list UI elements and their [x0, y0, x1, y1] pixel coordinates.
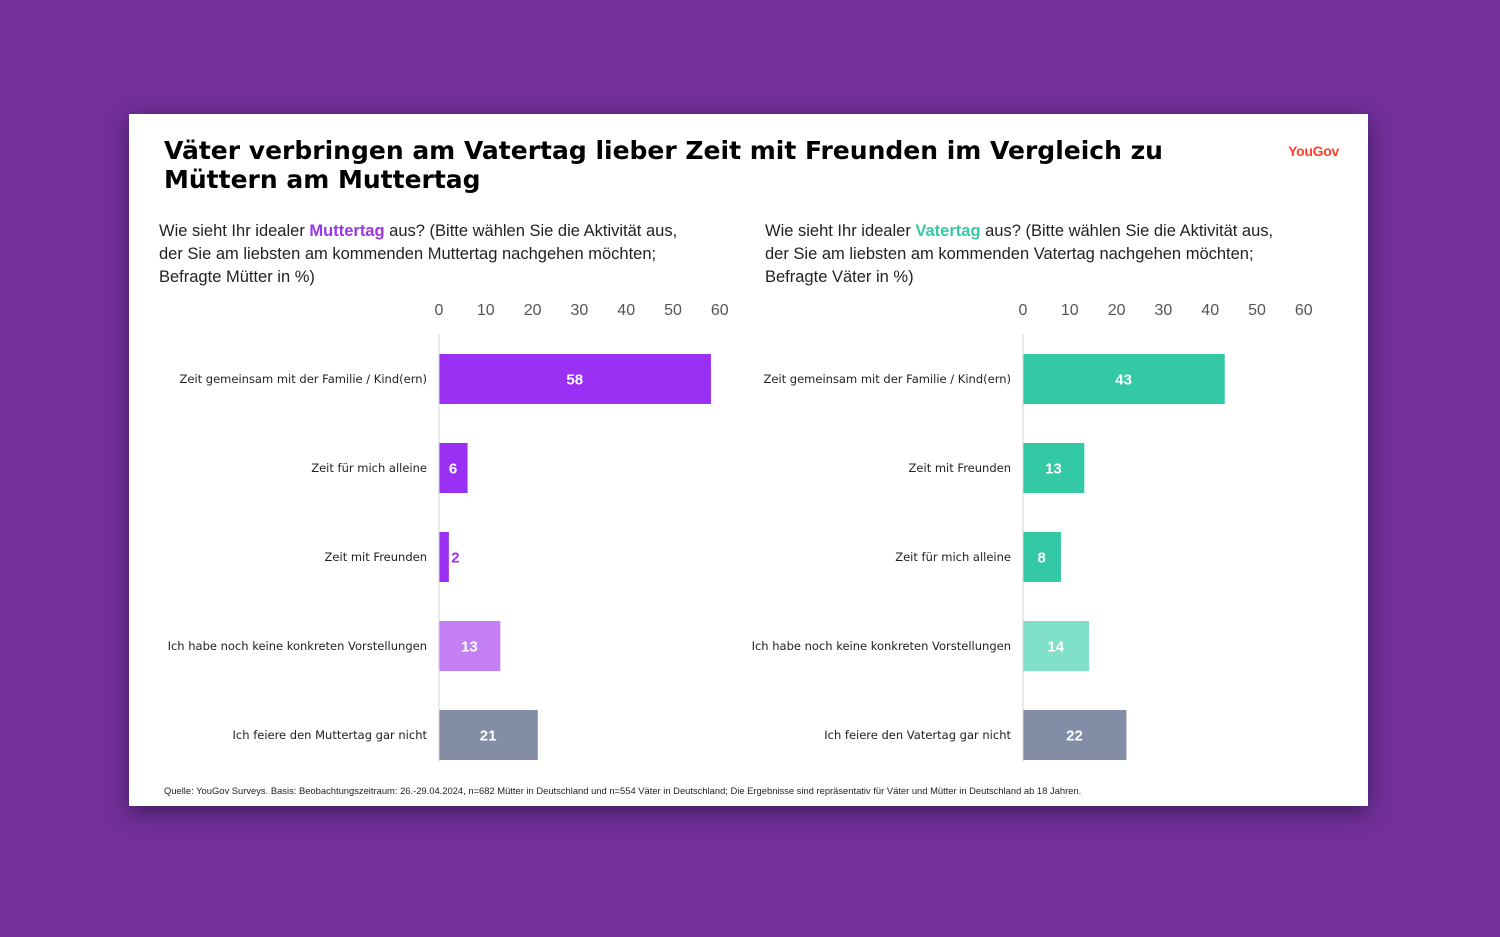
fathers-value-label: 8 — [1038, 550, 1046, 567]
mothers-question-prefix: Wie sieht Ihr idealer — [159, 222, 310, 240]
fathers-bar-chart: 0 10 20 30 40 50 60 Zeit gemeinsam mit der Fami… — [752, 302, 1313, 762]
source-note: Quelle: YouGov Surveys. Basis: Beobachtu… — [164, 785, 1082, 796]
fathers-category-label: Ich habe noch keine konkreten Vorstellun… — [752, 639, 1011, 653]
fathers-value-label: 43 — [1115, 372, 1132, 389]
fathers-x-tick-label: 50 — [1248, 302, 1266, 319]
fathers-x-tick-label: 10 — [1061, 302, 1079, 319]
fathers-value-label: 14 — [1047, 639, 1064, 656]
fathers-bar — [1023, 532, 1061, 582]
fathers-value-label: 13 — [1045, 461, 1062, 478]
mothers-x-tick-label: 0 — [435, 302, 444, 319]
mothers-bar — [439, 532, 449, 582]
mothers-question-suffix: aus? (Bitte wählen Sie die Aktivität aus… — [159, 222, 678, 286]
mothers-x-tick-label: 20 — [524, 302, 542, 319]
fathers-x-tick-label: 30 — [1155, 302, 1173, 319]
mothers-value-label: 6 — [449, 461, 457, 478]
mothers-x-tick-label: 50 — [664, 302, 682, 319]
mothers-x-tick-label: 10 — [477, 302, 495, 319]
mothers-x-tick-label: 60 — [711, 302, 729, 319]
fathers-bar — [1023, 354, 1225, 404]
mothers-bar — [439, 443, 468, 493]
mothers-category-label: Ich habe noch keine konkreten Vorstellun… — [168, 639, 427, 653]
mothers-x-tick-label: 30 — [571, 302, 589, 319]
fathers-category-label: Zeit für mich alleine — [895, 550, 1011, 564]
mothers-category-label: Zeit für mich alleine — [311, 461, 427, 475]
fathers-bar — [1023, 710, 1127, 760]
mothers-x-tick-label: 40 — [617, 302, 635, 319]
fathers-bar — [1023, 443, 1085, 493]
chart-card: Väter verbringen am Vatertag lieber Zeit… — [129, 114, 1368, 806]
fathers-question-emphasis: Vatertag — [915, 222, 981, 240]
fathers-question-suffix: aus? (Bitte wählen Sie die Aktivität aus… — [765, 222, 1274, 286]
fathers-category-label: Zeit mit Freunden — [909, 461, 1011, 475]
mothers-category-label: Zeit mit Freunden — [325, 550, 427, 564]
mothers-category-label: Zeit gemeinsam mit der Familie / Kind(er… — [179, 372, 427, 386]
mothers-question: Wie sieht Ihr idealer Muttertag aus? (Bi… — [159, 220, 694, 289]
mothers-category-label: Ich feiere den Muttertag gar nicht — [233, 728, 428, 742]
fathers-category-label: Zeit gemeinsam mit der Familie / Kind(er… — [763, 372, 1011, 386]
mothers-bar — [439, 621, 501, 671]
mothers-value-label: 2 — [451, 550, 459, 567]
fathers-question: Wie sieht Ihr idealer Vatertag aus? (Bit… — [765, 220, 1300, 289]
fathers-x-tick-label: 20 — [1108, 302, 1126, 319]
mothers-question-emphasis: Muttertag — [309, 222, 385, 240]
fathers-x-tick-label: 0 — [1019, 302, 1028, 319]
fathers-question-prefix: Wie sieht Ihr idealer — [765, 222, 916, 240]
fathers-category-label: Ich feiere den Vatertag gar nicht — [824, 728, 1011, 742]
mothers-bar — [439, 710, 538, 760]
fathers-x-tick-label: 60 — [1295, 302, 1313, 319]
fathers-value-label: 22 — [1066, 728, 1083, 745]
yougov-logo: YouGov — [1288, 143, 1339, 159]
mothers-value-label: 13 — [461, 639, 478, 656]
mothers-value-label: 21 — [480, 728, 497, 745]
mothers-bar-chart: 0 10 20 30 40 50 60 Zeit gemeinsam mit der Fami… — [168, 302, 729, 762]
chart-title: Väter verbringen am Vatertag lieber Zeit… — [164, 136, 1163, 194]
mothers-value-label: 58 — [566, 372, 583, 389]
mothers-bar — [439, 354, 711, 404]
fathers-x-tick-label: 40 — [1201, 302, 1219, 319]
fathers-bar — [1023, 621, 1090, 671]
